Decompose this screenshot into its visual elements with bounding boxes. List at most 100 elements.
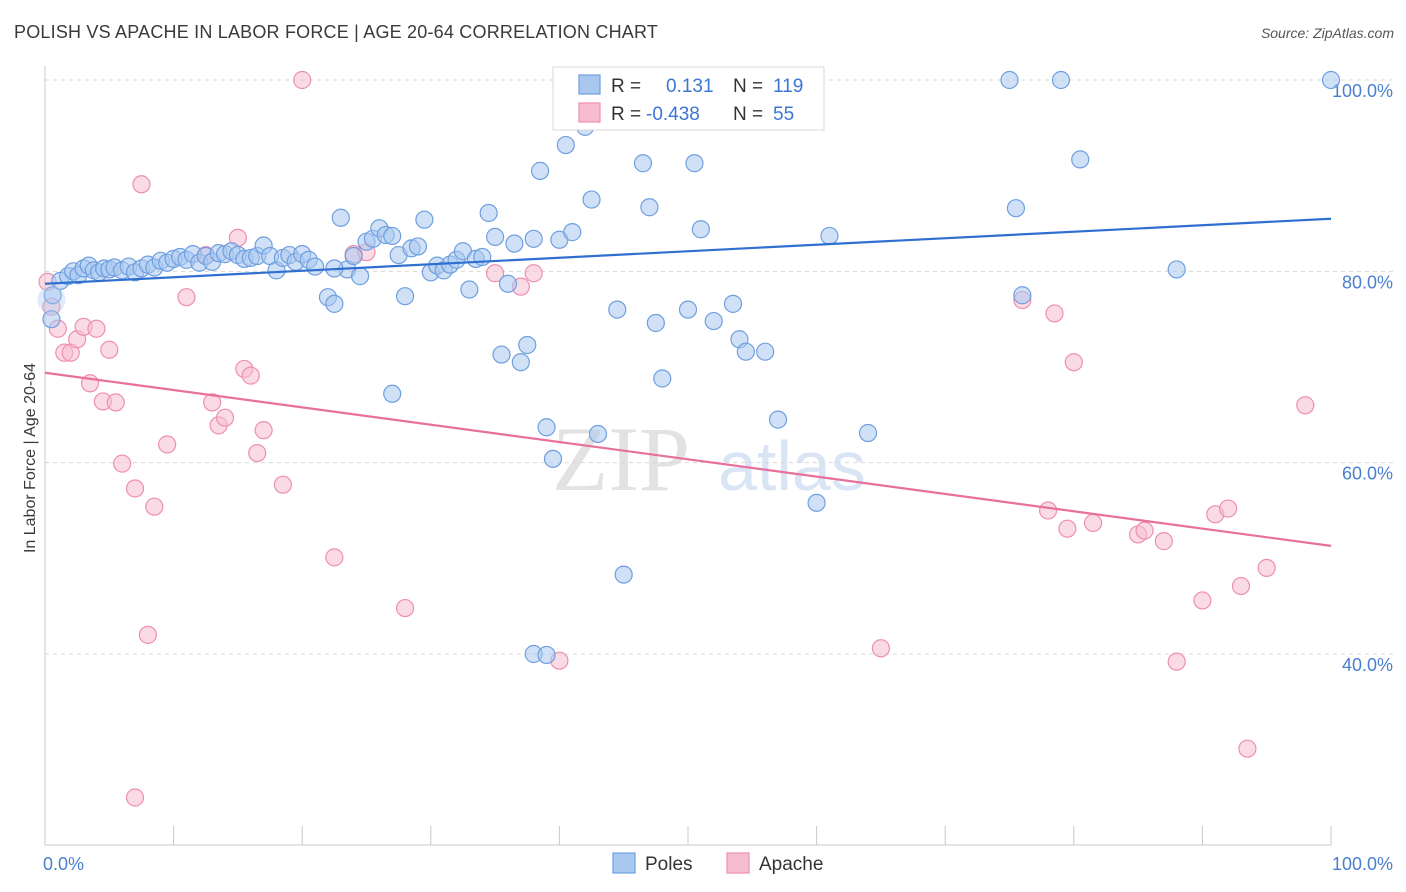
poles-point [383, 384, 402, 403]
apache-point [1257, 558, 1276, 578]
poles-point [344, 246, 363, 266]
apache-point [132, 175, 151, 194]
legend-n-label-poles: N = [733, 76, 763, 97]
apache-point [177, 288, 196, 307]
apache-point [241, 366, 260, 385]
apache-point [1231, 576, 1251, 596]
poles-point [858, 423, 878, 443]
legend-r-label-poles: R = [611, 76, 641, 97]
y-tick-label: 80.0% [1342, 272, 1393, 292]
correlation-legend: R = 0.131 N = 119 R = -0.438 N = 55 [552, 66, 825, 131]
axes [44, 66, 1332, 846]
poles-point [678, 300, 698, 319]
apache-point [100, 340, 119, 359]
legend-n-value-poles: 119 [773, 76, 803, 97]
y-tick-label: 40.0% [1342, 655, 1393, 675]
poles-point [408, 237, 428, 256]
poles-point [653, 369, 672, 388]
poles-point [492, 345, 511, 364]
apache-point [486, 264, 505, 283]
apache-point [1296, 396, 1315, 415]
poles-point [460, 280, 479, 299]
apache-point [215, 408, 235, 427]
poles-point [633, 154, 653, 173]
y-tick-label: 60.0% [1342, 464, 1393, 484]
poles-point [1000, 70, 1019, 90]
bottom-legend-label-poles: Poles [645, 854, 693, 875]
poles-point [646, 313, 665, 333]
poles-point [43, 286, 62, 305]
apache-point [1135, 521, 1154, 540]
poles-point [820, 226, 839, 246]
apache-point [1154, 532, 1173, 551]
poles-point [479, 203, 498, 223]
x-tick-label-max: 100.0% [1332, 854, 1393, 874]
apache-point [1045, 304, 1064, 323]
apache-point [1193, 591, 1212, 610]
poles-point [486, 227, 505, 246]
legend-n-value-apache: 55 [773, 104, 794, 125]
poles-point [518, 335, 537, 355]
watermark-zip: ZIP [552, 408, 690, 510]
poles-point [543, 449, 563, 468]
poles-point [537, 418, 556, 437]
poles-point-cluster [37, 286, 66, 315]
apache-point [248, 444, 267, 463]
poles-point [383, 226, 402, 246]
poles-point [588, 424, 608, 444]
poles-point [1071, 150, 1090, 169]
poles-trend-line [44, 217, 1332, 285]
y-tick-labels: 40.0% 60.0% 80.0% 100.0% [1332, 81, 1393, 675]
poles-point [42, 310, 61, 329]
poles-point [1006, 199, 1026, 218]
poles-point [395, 287, 415, 306]
poles-point [498, 274, 518, 293]
apache-point [138, 625, 157, 644]
legend-swatch-poles [578, 74, 601, 95]
poles-point [331, 208, 350, 227]
y-tick-label: 100.0% [1332, 81, 1393, 101]
poles-point [723, 294, 743, 313]
poles-point [756, 342, 775, 361]
legend-swatch-apache [578, 102, 601, 123]
apache-point [125, 788, 145, 807]
apache-point [254, 421, 273, 440]
apache-point [203, 393, 222, 412]
apache-point [125, 479, 145, 498]
series-poles [37, 70, 1341, 665]
legend-r-label-apache: R = [611, 104, 641, 125]
legend-r-value-apache: -0.438 [646, 104, 700, 125]
legend-r-value-poles: 0.131 [666, 76, 714, 97]
poles-point [505, 234, 524, 253]
apache-point [158, 435, 177, 454]
apache-point [293, 70, 312, 90]
poles-point [1321, 70, 1341, 90]
poles-point [807, 493, 826, 512]
chart-title: POLISH VS APACHE IN LABOR FORCE | AGE 20… [14, 22, 659, 42]
poles-point [1051, 70, 1071, 90]
x-tick-labels: 0.0% 100.0% [43, 854, 1393, 874]
source-credit: Source: ZipAtlas.com [1260, 25, 1394, 41]
poles-point [582, 190, 601, 209]
poles-point [1167, 260, 1186, 279]
y-axis-title: In Labor Force | Age 20-64 [22, 363, 39, 553]
apache-point [395, 598, 415, 618]
apache-point [273, 475, 293, 494]
apache-point [145, 497, 164, 516]
poles-point [563, 223, 582, 242]
apache-point [106, 393, 125, 412]
apache-point [1238, 739, 1257, 758]
poles-point [305, 257, 325, 276]
poles-point [531, 161, 550, 180]
poles-point [350, 267, 370, 286]
apache-point [1167, 652, 1186, 671]
poles-point [608, 300, 627, 319]
bottom-legend-label-apache: Apache [759, 854, 823, 875]
apache-point [1219, 499, 1238, 518]
bottom-legend-swatch-poles [612, 852, 636, 874]
series-legend: Poles Apache [612, 852, 823, 875]
poles-point [614, 565, 633, 584]
poles-point [768, 410, 788, 429]
trend-lines [44, 217, 1332, 547]
poles-point [704, 311, 723, 331]
